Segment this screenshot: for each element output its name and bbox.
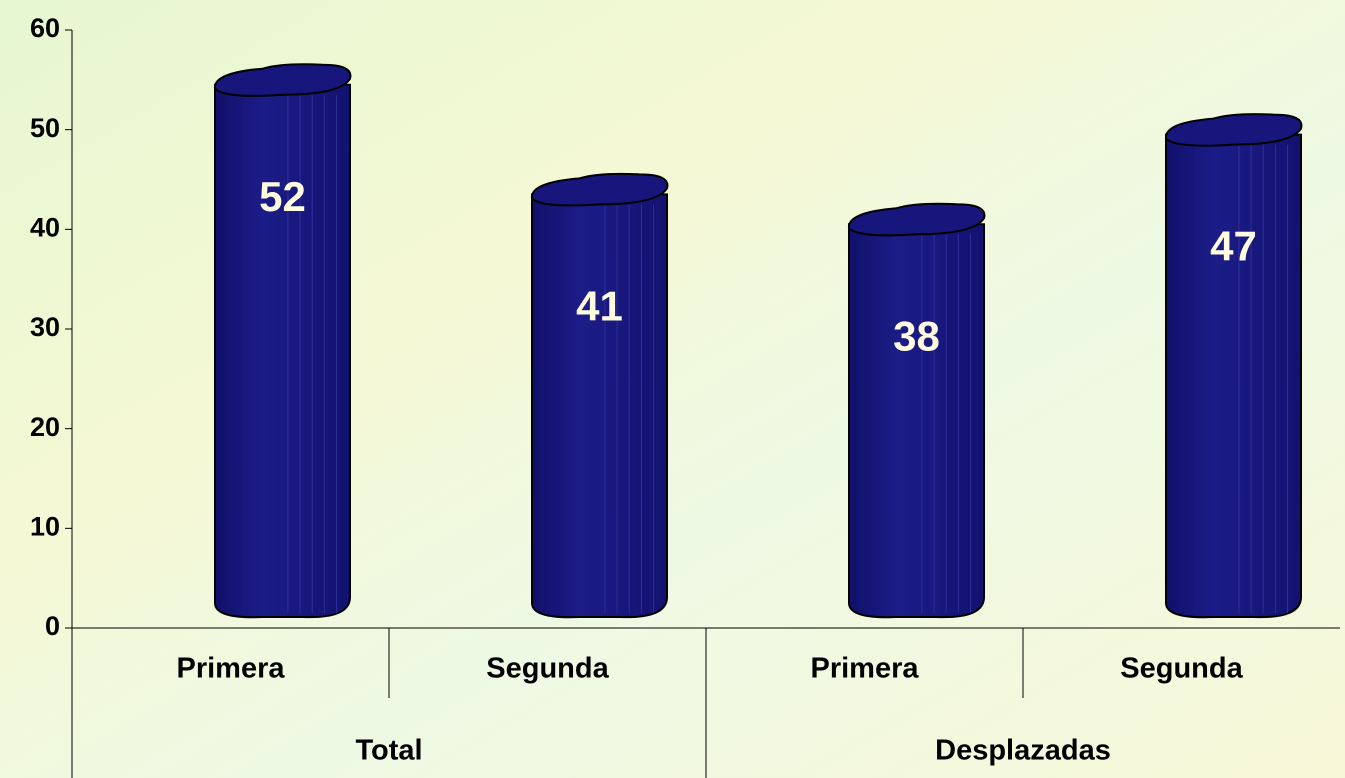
value-label: 52 <box>259 173 306 220</box>
y-tick-label: 10 <box>30 511 60 541</box>
y-tick-label: 0 <box>45 611 60 641</box>
value-label: 38 <box>893 312 940 359</box>
x-tick-label: Segunda <box>1120 653 1243 685</box>
bar <box>848 223 985 619</box>
bar <box>1165 133 1302 619</box>
x-tick-label: Primera <box>176 653 285 685</box>
bar-top <box>847 202 986 237</box>
value-label: 47 <box>1210 223 1257 270</box>
bar-top <box>530 172 669 207</box>
x-tick-label: Primera <box>810 653 919 685</box>
bar-top <box>213 63 352 97</box>
x-tick-label: Segunda <box>486 653 609 685</box>
bar <box>531 193 668 619</box>
value-label: 41 <box>576 282 623 329</box>
y-tick-label: 40 <box>30 212 60 242</box>
group-label: Total <box>355 735 422 767</box>
bar-top <box>1164 113 1303 147</box>
y-tick-label: 60 <box>30 13 60 43</box>
bar <box>214 83 351 619</box>
group-label: Desplazadas <box>935 735 1111 767</box>
y-tick-label: 50 <box>30 113 60 143</box>
y-tick-label: 20 <box>30 412 60 442</box>
y-tick-label: 30 <box>30 312 60 342</box>
